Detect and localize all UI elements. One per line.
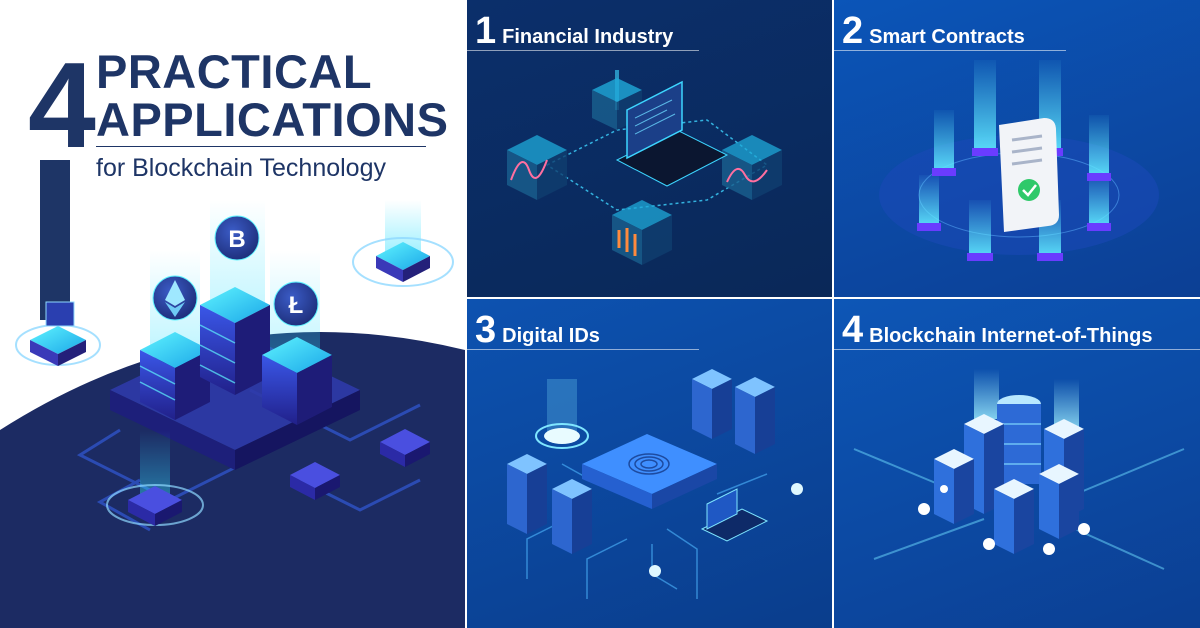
- panel-title: 3 Digital IDs: [475, 309, 600, 351]
- fingerprint-chip-icon: [507, 369, 803, 599]
- panel-label: Blockchain Internet-of-Things: [869, 325, 1153, 347]
- chart-cube-right: [722, 135, 782, 200]
- panel-title: 2 Smart Contracts: [842, 10, 1025, 52]
- panel-number: 2: [842, 10, 864, 52]
- hero-subtitle: for Blockchain Technology: [96, 154, 386, 182]
- panel-label: Digital IDs: [502, 325, 600, 347]
- hero-number-stem: [40, 160, 70, 320]
- chart-cube-bottom: [612, 200, 672, 265]
- panel-divider: [834, 50, 1066, 51]
- server-stack-left: [139, 332, 210, 420]
- server-stack-center: [199, 287, 270, 395]
- panel-divider: [834, 349, 1200, 350]
- server-stack-right: [262, 337, 332, 425]
- litecoin-symbol: Ł: [289, 292, 304, 319]
- laptop-with-charts-icon: [507, 70, 782, 265]
- chart-cube-left: [507, 135, 567, 200]
- panel-financial-industry: 1 Financial Industry: [467, 0, 832, 297]
- laptop: [615, 80, 729, 187]
- panel-divider: [467, 50, 699, 51]
- panel-label: Financial Industry: [502, 26, 674, 48]
- right-floating-node: [352, 200, 454, 287]
- glow-nodes: [918, 485, 1090, 555]
- panel-digital-ids: 3 Digital IDs: [467, 299, 832, 628]
- panel-smart-contracts: 2 Smart Contracts: [834, 0, 1200, 297]
- ethereum-coin: [152, 275, 198, 321]
- glow-ring: [535, 379, 589, 449]
- hero-title: 4 PRACTICAL APPLICATIONS for Blockchain …: [28, 37, 458, 206]
- lower-node-right: [380, 429, 430, 467]
- panel-number: 4: [842, 309, 864, 351]
- litecoin-coin: Ł: [273, 281, 319, 327]
- blockchain-hero-illustration: B Ł: [0, 200, 465, 628]
- bitcoin-coin: B: [214, 215, 260, 261]
- server-towers-left: [507, 454, 592, 554]
- contract-scroll-icon: [879, 60, 1159, 261]
- contract-document: [999, 118, 1059, 232]
- fingerprint-chip: [582, 434, 717, 509]
- bitcoin-symbol: B: [228, 226, 245, 253]
- lower-node-left: [106, 430, 204, 526]
- hero-line-applications: APPLICATIONS: [96, 93, 449, 146]
- hero-number: 4: [28, 37, 96, 173]
- hero-section: 4 PRACTICAL APPLICATIONS for Blockchain …: [0, 0, 465, 628]
- panel-number: 3: [475, 309, 497, 351]
- panel-title: 1 Financial Industry: [475, 10, 674, 52]
- panel-number: 1: [475, 10, 497, 52]
- panel-title: 4 Blockchain Internet-of-Things: [842, 309, 1153, 351]
- database-cylinder: [997, 395, 1041, 484]
- laptop-small: [700, 488, 769, 542]
- lower-node-center: [290, 462, 340, 500]
- left-device-node: [15, 301, 101, 366]
- server-cluster: [934, 414, 1084, 554]
- hero-divider: [96, 146, 426, 147]
- panel-label: Smart Contracts: [869, 26, 1025, 48]
- panel-blockchain-iot: 4 Blockchain Internet-of-Things: [834, 299, 1200, 628]
- server-towers-right: [692, 369, 775, 454]
- iot-servers-icon: [853, 369, 1185, 570]
- panel-divider: [467, 349, 699, 350]
- hero-line-practical: PRACTICAL: [96, 45, 373, 98]
